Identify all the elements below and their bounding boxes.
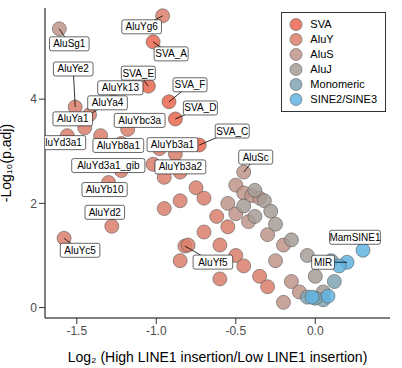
svg-text:SVA_D: SVA_D xyxy=(184,102,216,113)
html-text:SINE2/SINE3: SINE2/SINE3 xyxy=(310,93,377,105)
svg-text:AluYd3a1_gib: AluYd3a1_gib xyxy=(77,160,140,171)
svg-text:AluYb8a1: AluYb8a1 xyxy=(97,140,141,151)
svg-text:AluYb3a2: AluYb3a2 xyxy=(159,161,203,172)
svg-text:AluYd2: AluYd2 xyxy=(89,207,122,218)
svg-text:MamSINE1: MamSINE1 xyxy=(329,232,381,243)
svg-text:-Log₁₀(p.adj): -Log₁₀(p.adj) xyxy=(8,124,14,202)
svg-text:AluYa1: AluYa1 xyxy=(57,113,89,124)
html-text:SVA: SVA xyxy=(310,18,332,30)
html-text:AluS: AluS xyxy=(310,48,334,60)
svg-text:SVA_A: SVA_A xyxy=(155,48,187,59)
svg-text:AluYc5: AluYc5 xyxy=(64,245,96,256)
svg-text:MIR: MIR xyxy=(314,257,332,268)
svg-text:SVA_F: SVA_F xyxy=(175,79,206,90)
svg-text:AluYe2: AluYe2 xyxy=(58,63,90,74)
svg-text:SVA_E: SVA_E xyxy=(123,68,155,79)
svg-text:2: 2 xyxy=(30,197,37,211)
svg-text:AluYbc3a: AluYbc3a xyxy=(118,115,161,126)
svg-text:AluYg6: AluYg6 xyxy=(126,21,159,32)
html-text:AluJ: AluJ xyxy=(310,63,332,75)
svg-text:Log₂ (High LINE1 insertion/Low: Log₂ (High LINE1 insertion/Low LINE1 ins… xyxy=(68,349,368,365)
svg-text:AluYb3a1: AluYb3a1 xyxy=(151,139,195,150)
html-text:AluY: AluY xyxy=(310,33,334,45)
html-text:Monomeric: Monomeric xyxy=(310,78,365,90)
svg-text:AluYb10: AluYb10 xyxy=(86,184,124,195)
svg-text:0.0: 0.0 xyxy=(307,324,324,338)
svg-text:AluSc: AluSc xyxy=(243,152,269,163)
svg-text:4: 4 xyxy=(30,92,37,106)
svg-text:-0.5: -0.5 xyxy=(225,324,246,338)
svg-text:AluSg1: AluSg1 xyxy=(53,38,86,49)
svg-text:AluYf5: AluYf5 xyxy=(198,257,228,268)
svg-text:AluYd3a1: AluYd3a1 xyxy=(45,137,82,148)
svg-text:AluYk13: AluYk13 xyxy=(102,82,140,93)
svg-text:-1.0: -1.0 xyxy=(146,324,167,338)
svg-text:-1.5: -1.5 xyxy=(66,324,87,338)
svg-text:AluYa4: AluYa4 xyxy=(92,97,124,108)
svg-text:SVA_C: SVA_C xyxy=(216,126,248,137)
svg-text:0: 0 xyxy=(30,301,37,315)
